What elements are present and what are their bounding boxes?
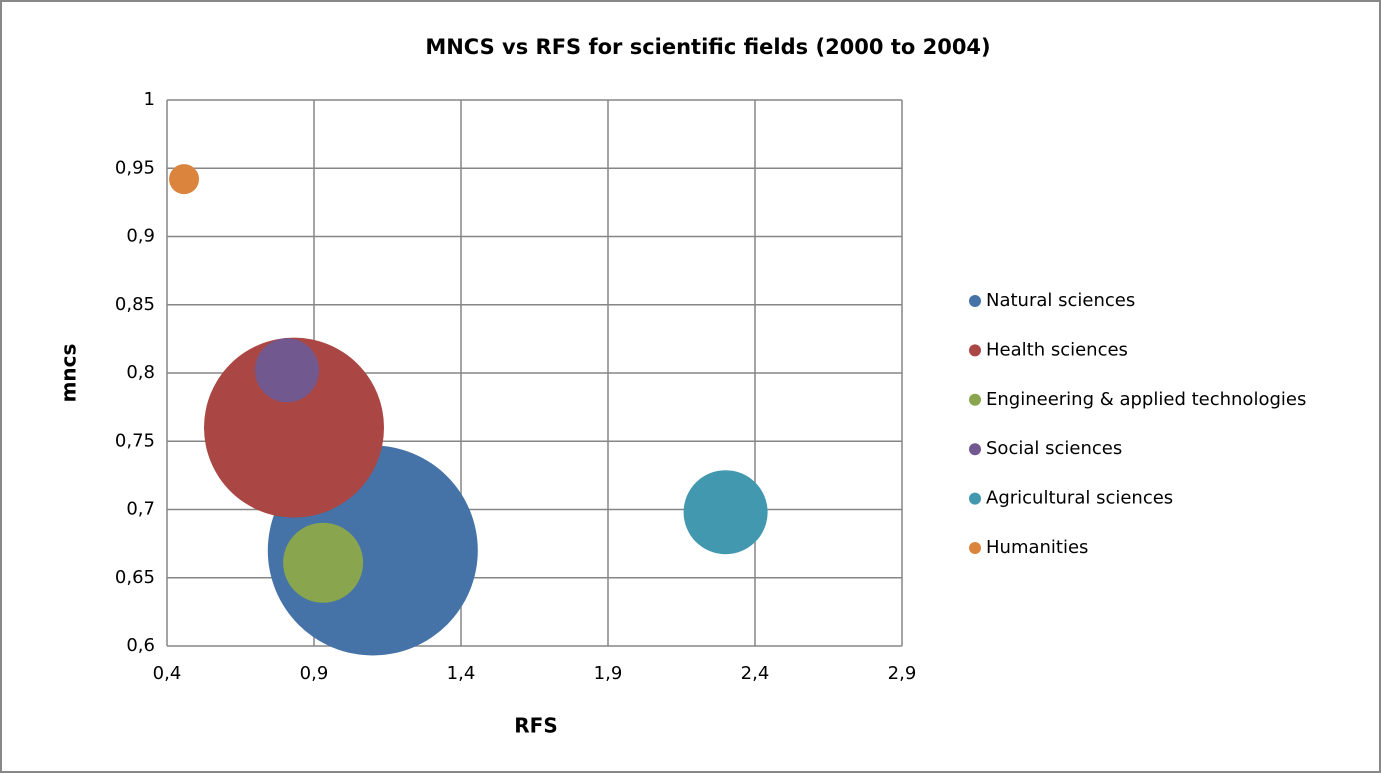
- bubble: [683, 470, 768, 555]
- legend-marker: [969, 344, 981, 357]
- legend-marker: [969, 393, 981, 406]
- legend-marker: [969, 542, 981, 554]
- x-tick-label: 0,9: [300, 663, 329, 684]
- x-tick-label: 2,4: [741, 663, 770, 684]
- x-tick-label: 2,9: [888, 663, 917, 684]
- x-tick-label: 0,4: [153, 663, 182, 684]
- x-axis-title: RFS: [514, 714, 557, 738]
- y-tick-label: 0,95: [115, 157, 155, 178]
- y-tick-label: 1: [144, 89, 155, 110]
- x-tick-label: 1,9: [594, 663, 623, 684]
- bubble: [283, 522, 364, 603]
- legend-marker: [969, 492, 981, 505]
- legend-marker: [969, 443, 981, 456]
- legend-label: Humanities: [986, 537, 1088, 558]
- legend-label: Natural sciences: [986, 290, 1135, 311]
- x-tick-label: 1,4: [447, 663, 476, 684]
- legend-marker: [969, 295, 981, 307]
- bubble: [204, 337, 385, 518]
- y-tick-label: 0,7: [126, 499, 155, 520]
- y-tick-label: 0,75: [115, 430, 155, 451]
- y-tick-label: 0,8: [126, 362, 155, 383]
- y-tick-label: 0,6: [126, 635, 155, 656]
- legend-label: Social sciences: [986, 438, 1122, 459]
- chart-title: MNCS vs RFS for scientific fields (2000 …: [425, 35, 990, 59]
- legend-label: Engineering & applied technologies: [986, 389, 1306, 410]
- bubble: [254, 338, 319, 403]
- y-axis-title: mncs: [57, 344, 81, 403]
- y-tick-label: 0,85: [115, 294, 155, 315]
- bubble: [169, 164, 200, 195]
- legend-label: Health sciences: [986, 339, 1128, 360]
- y-tick-label: 0,65: [115, 567, 155, 588]
- legend-label: Agricultural sciences: [986, 488, 1173, 509]
- y-tick-label: 0,9: [126, 226, 155, 247]
